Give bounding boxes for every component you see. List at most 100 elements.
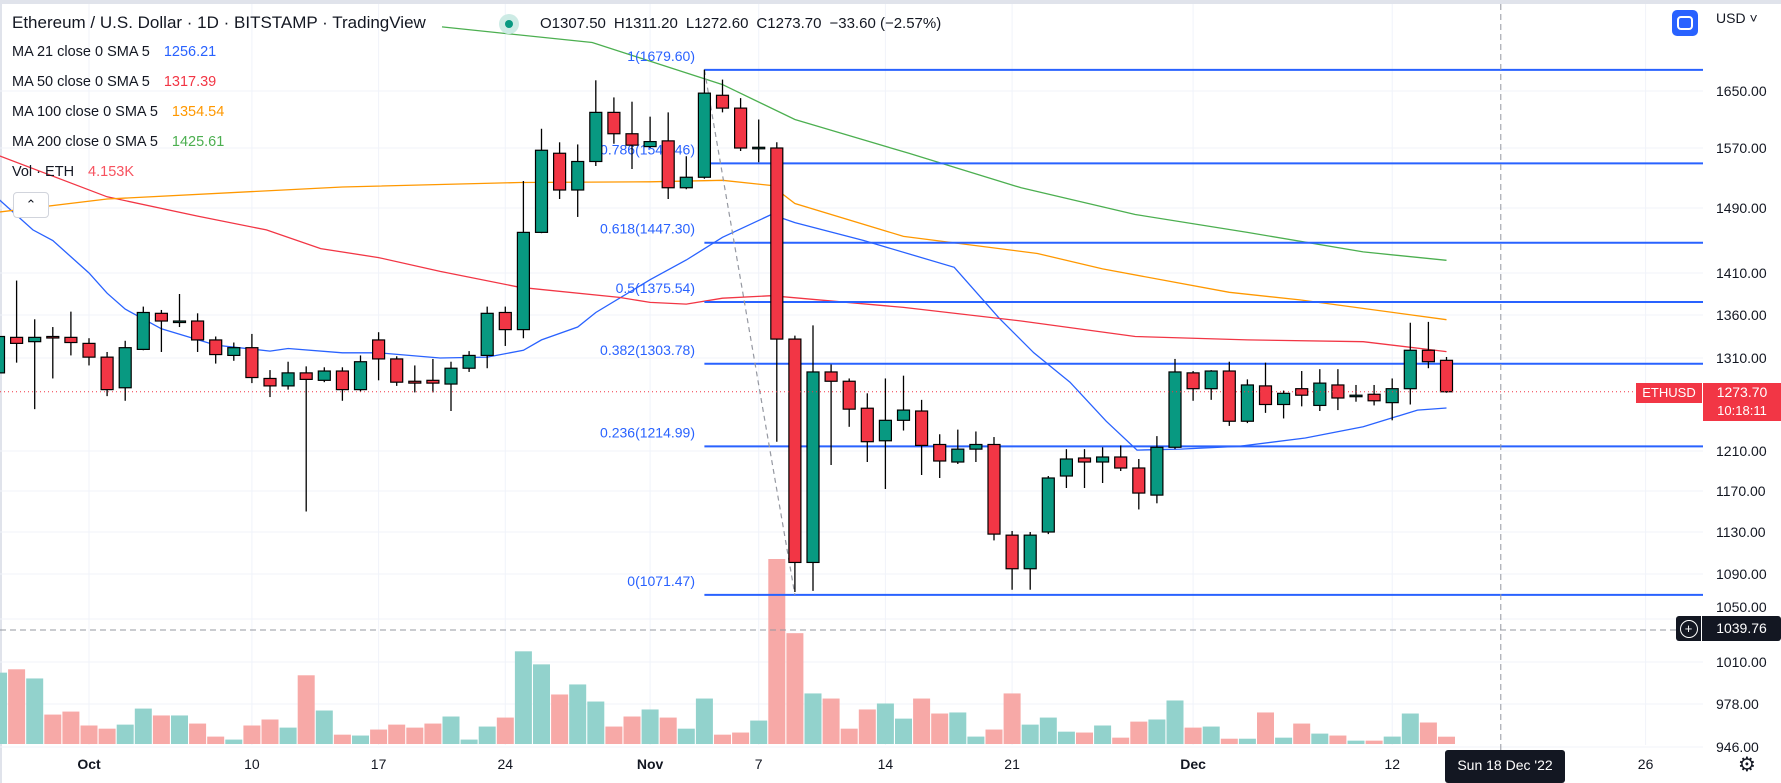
volume-bar — [1094, 725, 1112, 744]
ma-line-ma50 — [0, 155, 1447, 353]
fibonacci-retracement[interactable]: 1(1679.60)0.786(1549.46)0.618(1447.30)0.… — [600, 48, 1703, 596]
volume-bar — [406, 727, 424, 744]
volume-bar — [1275, 737, 1293, 744]
ma-line-ma21 — [0, 199, 1447, 451]
chart-title: Ethereum / U.S. Dollar · 1D · BITSTAMP ·… — [12, 13, 426, 32]
fib-trend-line — [703, 69, 796, 595]
time-tick-label: 17 — [371, 756, 387, 772]
candle-up — [1313, 382, 1327, 407]
candle-down — [372, 339, 386, 360]
candle-down — [1258, 385, 1273, 406]
volume-bar — [261, 719, 279, 744]
volume-bar — [8, 669, 26, 744]
volume-bar — [1257, 712, 1274, 744]
fib-level-label: 0(1071.47) — [627, 573, 695, 589]
volume-bar — [1419, 722, 1437, 744]
candle-down — [842, 380, 856, 410]
time-tick-label: 10 — [244, 756, 260, 772]
volume-bar — [533, 664, 550, 744]
fullscreen-button[interactable] — [1672, 10, 1698, 36]
candle-up — [534, 149, 549, 233]
candle-up — [1204, 370, 1218, 390]
candle-up — [136, 311, 150, 351]
legend-volume[interactable]: Vol · ETH 4.153K — [12, 164, 134, 180]
legend-ma50[interactable]: MA 50 close 0 SMA 5 1317.39 — [12, 74, 216, 90]
candle-down — [245, 347, 259, 379]
legend-value: 4.153K — [88, 164, 135, 180]
volume-bar — [116, 724, 134, 744]
top-border — [0, 0, 1781, 4]
candle-up — [317, 370, 331, 381]
legend-value: 1256.21 — [163, 44, 217, 60]
last-price-tag: 1273.70 10:18:11 — [1703, 383, 1781, 421]
chevron-up-icon: ⌃ — [25, 197, 37, 212]
volume-bar — [1347, 740, 1365, 744]
legend-ma21[interactable]: MA 21 close 0 SMA 5 1256.21 — [12, 44, 216, 60]
candle-down — [552, 152, 567, 191]
volume-bar — [822, 698, 840, 744]
volume-bar — [641, 709, 659, 744]
candle-down — [154, 312, 168, 322]
price-tick-label: 1310.00 — [1716, 350, 1767, 366]
candle-down — [46, 335, 60, 339]
volume-bar — [750, 720, 768, 744]
price-tick-label: 1360.00 — [1716, 307, 1767, 323]
volume-bar — [695, 698, 713, 744]
volume-bar — [243, 725, 261, 744]
volume-bar — [442, 716, 460, 744]
volume-bar — [1383, 736, 1401, 744]
candle-up — [118, 347, 132, 389]
candle-up — [172, 320, 187, 324]
add-alert-button[interactable]: + — [1676, 616, 1701, 641]
volume-bar — [551, 694, 569, 744]
volume-bar — [714, 734, 731, 744]
collapse-legend-button[interactable]: ⌃ — [13, 192, 49, 218]
high-value: H1311.20 — [613, 15, 678, 32]
candle-up — [444, 367, 458, 385]
price-tick-label: 1010.00 — [1716, 654, 1767, 670]
volume-bar — [931, 713, 949, 744]
price-tick-label: 1410.00 — [1716, 265, 1767, 281]
settings-gear-icon[interactable]: ⚙ — [1738, 754, 1756, 776]
candle-up — [28, 336, 42, 343]
candle-down — [64, 336, 78, 344]
change-value: −33.60 (−2.57%) — [829, 15, 942, 32]
volume-bar — [1021, 724, 1039, 744]
legend-ma200[interactable]: MA 200 close 0 SMA 5 1425.61 — [12, 134, 224, 150]
volume-bar — [1112, 737, 1130, 744]
volume-bar — [279, 727, 297, 744]
fib-level-label: 1(1679.60) — [627, 48, 695, 64]
candle-up — [1240, 384, 1255, 422]
candle-up — [516, 231, 531, 331]
legend-label: Vol · ETH — [12, 164, 75, 180]
candle-up — [697, 92, 712, 178]
volume-bar — [1438, 736, 1455, 744]
fib-level-label: 0.236(1214.99) — [600, 424, 695, 440]
volume-bar — [876, 703, 894, 744]
volume-bar — [587, 701, 605, 744]
candle-down — [1186, 372, 1200, 390]
fib-level-label: 0.618(1447.30) — [600, 221, 695, 237]
volume-bar — [478, 726, 496, 744]
volume-bar — [1057, 731, 1075, 744]
candle-down — [100, 356, 114, 391]
volume-bar — [1130, 721, 1148, 744]
volume-bar — [496, 717, 514, 744]
legend-ma100[interactable]: MA 100 close 0 SMA 5 1354.54 — [12, 104, 224, 120]
volume-bar — [0, 672, 7, 744]
price-tick-label: 1090.00 — [1716, 566, 1767, 582]
volume-bar — [171, 715, 188, 744]
candle-down — [1295, 388, 1309, 396]
volume-bar — [858, 709, 876, 744]
close-value: C1273.70 — [756, 15, 822, 32]
volume-bar — [967, 736, 985, 744]
time-tick-label: Oct — [77, 756, 101, 772]
volume-bar — [134, 708, 152, 744]
candle-up — [0, 335, 6, 374]
fullscreen-icon — [1677, 16, 1693, 30]
currency-dropdown[interactable]: USD ˅ — [1716, 10, 1758, 26]
candle-down — [1439, 359, 1454, 393]
open-value: O1307.50 — [540, 15, 606, 32]
time-tick-label: 21 — [1004, 756, 1020, 772]
